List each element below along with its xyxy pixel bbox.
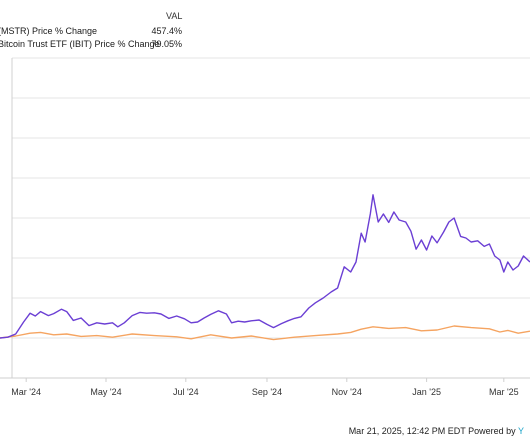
legend-series-value: 457.4%: [151, 26, 182, 36]
chart-legend: VAL (MSTR) Price % Change 457.4% Bitcoin…: [0, 0, 200, 52]
x-tick-label: May '24: [90, 387, 121, 397]
x-tick-label: Sep '24: [252, 387, 282, 397]
x-tick-label: Mar '24: [11, 387, 41, 397]
timestamp: Mar 21, 2025, 12:42 PM EDT: [348, 426, 466, 436]
brand-logo: Y: [517, 426, 524, 436]
x-tick-label: Mar '25: [489, 387, 519, 397]
legend-series-name: (MSTR) Price % Change: [0, 26, 98, 36]
legend-series-name: Bitcoin Trust ETF (IBIT) Price % Change: [0, 39, 160, 49]
legend-series-value: 79.05%: [151, 39, 182, 49]
x-tick-label: Nov '24: [332, 387, 362, 397]
x-tick-label: Jan '25: [412, 387, 441, 397]
series-line: [0, 194, 530, 339]
series-line: [0, 325, 530, 341]
legend-value-header: VAL: [166, 11, 183, 21]
x-tick-label: Jul '24: [173, 387, 199, 397]
chart-footer: Mar 21, 2025, 12:42 PM EDT Powered by Y: [349, 426, 524, 436]
powered-by-label: Powered by: [468, 426, 516, 436]
